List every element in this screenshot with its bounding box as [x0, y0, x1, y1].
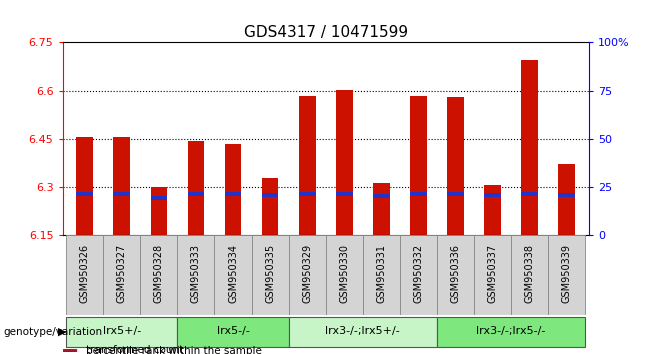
Text: GSM950331: GSM950331 — [376, 244, 386, 303]
FancyBboxPatch shape — [548, 235, 585, 315]
Text: GSM950334: GSM950334 — [228, 244, 238, 303]
Bar — [410, 192, 427, 196]
Bar — [262, 178, 278, 235]
Bar — [63, 350, 76, 352]
Bar — [336, 192, 353, 196]
Text: GSM950338: GSM950338 — [524, 244, 534, 303]
Text: lrx5+/-: lrx5+/- — [103, 326, 141, 336]
Text: GSM950339: GSM950339 — [562, 244, 572, 303]
Bar — [299, 96, 316, 235]
Bar — [559, 193, 575, 198]
FancyBboxPatch shape — [289, 235, 326, 315]
Bar — [76, 192, 93, 196]
Bar — [262, 193, 278, 198]
Text: GSM950330: GSM950330 — [340, 244, 349, 303]
FancyBboxPatch shape — [511, 235, 548, 315]
Text: GSM950326: GSM950326 — [80, 244, 89, 303]
FancyBboxPatch shape — [326, 235, 363, 315]
FancyBboxPatch shape — [66, 235, 103, 315]
Text: GSM950333: GSM950333 — [191, 244, 201, 303]
FancyBboxPatch shape — [289, 317, 437, 347]
Bar — [113, 192, 130, 196]
Bar — [188, 141, 204, 235]
Bar — [188, 192, 204, 196]
Bar — [521, 60, 538, 235]
FancyBboxPatch shape — [140, 235, 178, 315]
Bar — [484, 193, 501, 198]
Bar — [336, 90, 353, 235]
Bar — [151, 187, 167, 235]
Bar — [151, 196, 167, 200]
Text: GSM950337: GSM950337 — [488, 244, 497, 303]
Bar — [373, 194, 390, 198]
Bar — [224, 144, 241, 235]
Bar — [484, 184, 501, 235]
Title: GDS4317 / 10471599: GDS4317 / 10471599 — [243, 25, 408, 40]
FancyBboxPatch shape — [215, 235, 251, 315]
Text: genotype/variation: genotype/variation — [3, 327, 103, 337]
Bar — [76, 137, 93, 235]
Bar — [299, 192, 316, 196]
Bar — [447, 192, 464, 196]
Text: percentile rank within the sample: percentile rank within the sample — [86, 346, 261, 354]
Bar — [559, 164, 575, 235]
Text: GSM950332: GSM950332 — [413, 244, 423, 303]
FancyBboxPatch shape — [400, 235, 437, 315]
Bar — [63, 349, 76, 350]
FancyBboxPatch shape — [103, 235, 140, 315]
Bar — [410, 96, 427, 235]
FancyBboxPatch shape — [437, 235, 474, 315]
Text: GSM950327: GSM950327 — [117, 244, 127, 303]
Bar — [447, 97, 464, 235]
FancyBboxPatch shape — [474, 235, 511, 315]
Text: transformed count: transformed count — [86, 344, 183, 354]
Text: GSM950336: GSM950336 — [451, 244, 461, 303]
Text: GSM950328: GSM950328 — [154, 244, 164, 303]
FancyBboxPatch shape — [251, 235, 289, 315]
FancyBboxPatch shape — [178, 317, 289, 347]
FancyBboxPatch shape — [178, 235, 215, 315]
Text: lrx3-/-;lrx5-/-: lrx3-/-;lrx5-/- — [476, 326, 545, 336]
Bar — [521, 192, 538, 196]
FancyBboxPatch shape — [437, 317, 585, 347]
FancyBboxPatch shape — [66, 317, 178, 347]
Bar — [373, 183, 390, 235]
FancyBboxPatch shape — [363, 235, 400, 315]
Text: GSM950335: GSM950335 — [265, 244, 275, 303]
Text: lrx5-/-: lrx5-/- — [216, 326, 249, 336]
Bar — [113, 137, 130, 235]
Text: ▶: ▶ — [58, 327, 66, 337]
Text: GSM950329: GSM950329 — [302, 244, 312, 303]
Text: lrx3-/-;lrx5+/-: lrx3-/-;lrx5+/- — [326, 326, 400, 336]
Bar — [224, 192, 241, 196]
